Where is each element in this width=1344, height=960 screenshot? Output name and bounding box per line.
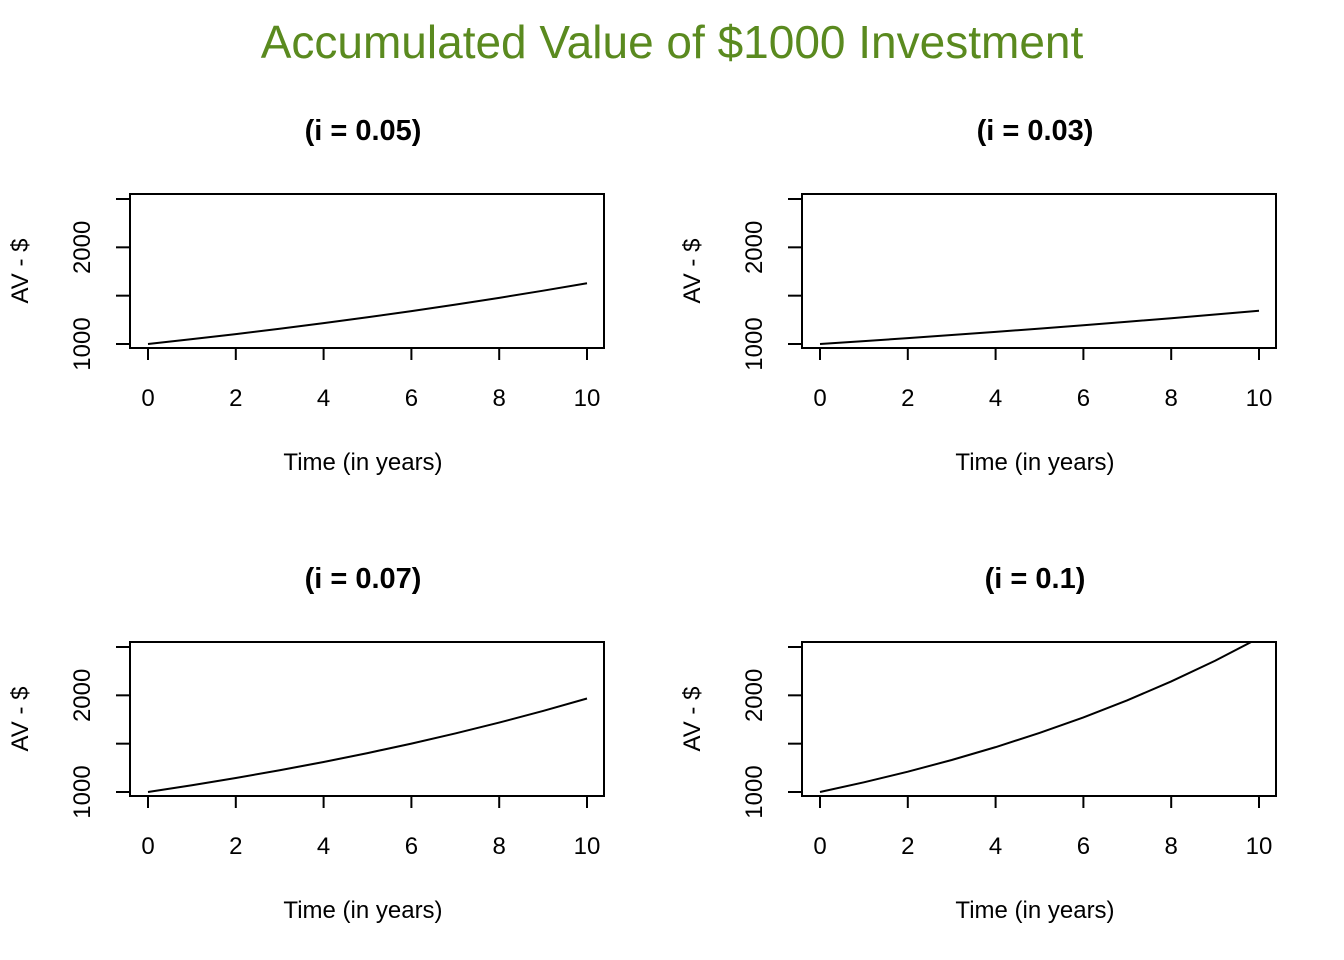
- x-tick-label: 2: [901, 385, 914, 412]
- panel-title: (i = 0.03): [977, 115, 1094, 147]
- panel-title: (i = 0.1): [985, 563, 1086, 595]
- y-axis-title: AV - $: [679, 687, 706, 752]
- chart-panel-1: (i = 0.05) 0 2 4 6 8 10 1000 2000 Time (in years)…: [7, 115, 605, 476]
- x-axis-title: Time (in years): [955, 449, 1114, 476]
- y-tick-label: 2000: [741, 221, 768, 274]
- x-tick-label: 10: [574, 385, 601, 412]
- x-tick-label: 0: [813, 833, 826, 860]
- x-tick-label: 0: [813, 385, 826, 412]
- x-tick-label: 6: [1077, 385, 1090, 412]
- x-tick-label: 10: [1246, 833, 1273, 860]
- x-axis-title: Time (in years): [283, 449, 442, 476]
- x-tick-label: 4: [317, 833, 330, 860]
- x-tick-label: 10: [574, 833, 601, 860]
- y-tick-label: 2000: [69, 669, 96, 722]
- y-tick-label: 2000: [741, 669, 768, 722]
- x-tick-label: 8: [493, 833, 506, 860]
- series-line: [147, 282, 588, 345]
- x-tick-label: 2: [229, 833, 242, 860]
- y-tick-label: 1000: [69, 765, 96, 818]
- x-tick-label: 2: [229, 385, 242, 412]
- y-axis-title: AV - $: [679, 239, 706, 304]
- x-axis-title: Time (in years): [283, 897, 442, 924]
- y-tick-label: 1000: [69, 317, 96, 370]
- x-tick-label: 0: [141, 833, 154, 860]
- chart-panel-3: (i = 0.07) 0 2 4 6 8 10 1000 2000 Time (in years)…: [7, 563, 605, 924]
- x-tick-label: 4: [989, 385, 1002, 412]
- x-tick-label: 6: [1077, 833, 1090, 860]
- chart-panel-4: (i = 0.1) 0 2 4 6 8 10 1000 2000 Time (in years) A…: [679, 563, 1277, 924]
- x-tick-label: 4: [317, 385, 330, 412]
- x-tick-label: 8: [1165, 833, 1178, 860]
- y-tick-label: 1000: [741, 317, 768, 370]
- x-tick-label: 2: [901, 833, 914, 860]
- y-tick-label: 2000: [69, 221, 96, 274]
- y-axis-title: AV - $: [7, 687, 34, 752]
- chart-panel-2: (i = 0.03) 0 2 4 6 8 10 1000 2000 Time (in years)…: [679, 115, 1277, 476]
- x-tick-label: 8: [493, 385, 506, 412]
- x-tick-label: 0: [141, 385, 154, 412]
- figure-title: Accumulated Value of $1000 Investment: [261, 16, 1084, 68]
- x-tick-label: 6: [405, 385, 418, 412]
- series-line: [147, 697, 588, 793]
- x-tick-label: 10: [1246, 385, 1273, 412]
- series-line: [819, 309, 1260, 345]
- y-axis-title: AV - $: [7, 239, 34, 304]
- y-tick-label: 1000: [741, 765, 768, 818]
- panel-title: (i = 0.05): [305, 115, 422, 147]
- series-line: [819, 642, 1254, 793]
- x-tick-label: 6: [405, 833, 418, 860]
- x-tick-label: 8: [1165, 385, 1178, 412]
- x-axis-title: Time (in years): [955, 897, 1114, 924]
- panel-title: (i = 0.07): [305, 563, 422, 595]
- x-tick-label: 4: [989, 833, 1002, 860]
